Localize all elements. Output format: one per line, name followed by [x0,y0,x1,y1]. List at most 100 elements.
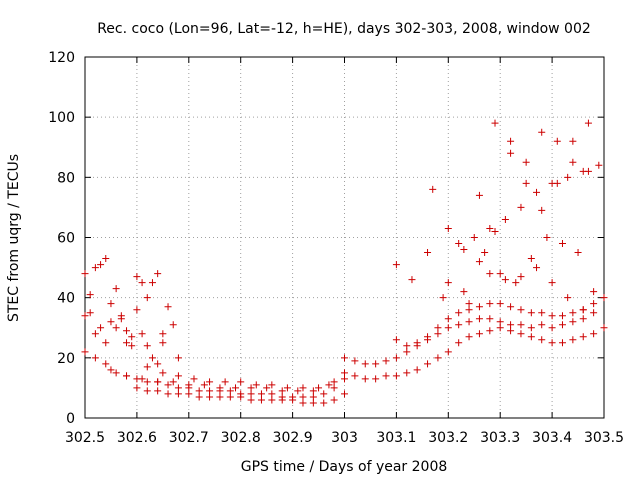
data-point [600,324,608,332]
data-point [465,300,473,308]
data-point [579,333,587,341]
y-tick-label: 60 [57,231,75,247]
data-point [496,324,504,332]
data-point [351,357,359,365]
data-point [491,119,499,127]
data-point [86,309,94,317]
data-point [154,360,162,368]
data-point [81,312,89,320]
data-point [351,372,359,380]
data-point [91,330,99,338]
data-point [475,303,483,311]
y-tick-label: 100 [48,110,75,126]
data-point [527,255,535,263]
data-point [434,354,442,362]
data-point [143,342,151,350]
data-point [315,384,323,392]
x-tick-label: 302.7 [169,430,209,446]
data-point [169,321,177,329]
x-tick-label: 303.5 [584,430,624,446]
data-point [507,327,515,335]
data-point [382,357,390,365]
x-tick-label: 303.3 [480,430,520,446]
data-point [486,270,494,278]
data-point [294,387,302,395]
data-point [97,324,105,332]
data-point [174,372,182,380]
data-point [507,137,515,145]
data-point [341,369,348,377]
data-point [569,336,577,344]
data-point [486,224,494,232]
data-point [107,300,115,308]
data-point [444,279,452,287]
data-point [278,387,286,395]
data-point [226,393,234,401]
data-point [263,384,271,392]
data-point [403,348,411,356]
data-point [372,360,380,368]
data-point [154,270,162,278]
data-point [538,336,546,344]
data-point [216,384,224,392]
data-point [372,375,380,383]
data-point [392,354,400,362]
data-point [434,324,442,332]
data-point [91,354,99,362]
data-point [86,291,94,299]
data-point [148,279,156,287]
data-point [538,206,546,214]
data-point [247,390,255,398]
data-point [392,372,400,380]
data-point [341,354,348,362]
data-point [341,390,348,398]
axis-ticks: 302.5 302.6 302.7 302.8 302.9 303 303.1 303.2 30… [48,50,624,446]
data-point [548,312,556,320]
data-point [195,393,203,401]
data-point [159,339,167,347]
data-point [538,309,546,317]
data-point [475,330,483,338]
data-point [517,330,525,338]
data-point [174,354,182,362]
data-point [278,396,286,404]
data-point [424,360,432,368]
data-point [444,315,452,323]
data-point [123,372,131,380]
data-point [507,321,515,329]
data-point [486,300,494,308]
data-point [133,306,141,314]
data-point [91,264,99,272]
data-point [341,375,348,383]
y-tick-label: 40 [57,291,75,307]
data-point [195,387,203,395]
x-tick-label: 302.6 [117,430,157,446]
y-axis-label: STEC from uqrg / TECUs [6,154,22,322]
data-point [439,294,447,302]
grid-lines [85,57,604,418]
data-point [501,215,509,223]
data-point [455,339,463,347]
data-point [569,158,577,166]
data-point [289,396,297,404]
data-point [590,288,598,296]
data-point [496,270,504,278]
data-point [569,309,577,317]
data-point [154,387,162,395]
data-point [424,333,432,341]
data-point [413,339,421,347]
data-point [325,381,333,389]
data-point [154,378,162,386]
data-point [237,393,245,401]
data-point [455,321,463,329]
data-point [564,173,572,181]
data-point [553,137,561,145]
data-point [128,333,136,341]
x-tick-label: 302.5 [65,430,105,446]
data-point [470,234,478,241]
data-point [517,203,525,211]
data-point [216,393,224,401]
data-point [299,384,307,392]
data-point [538,321,546,329]
data-point [190,375,198,383]
